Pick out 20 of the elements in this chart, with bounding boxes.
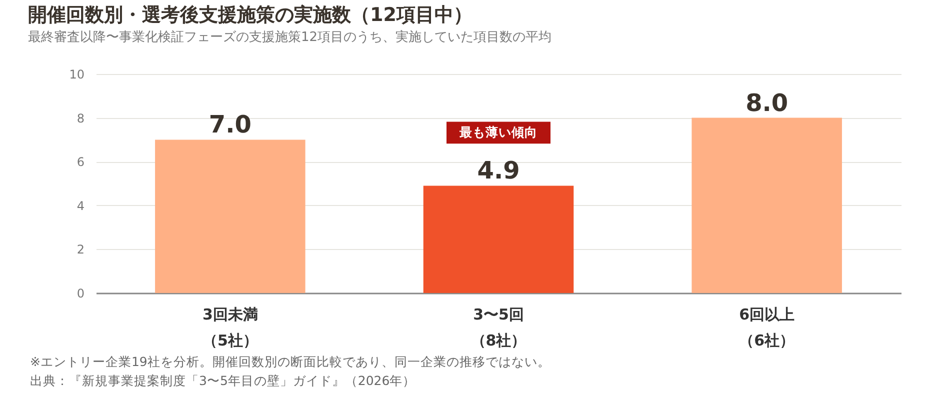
y-tick-label: 4 <box>76 198 84 213</box>
chart-title: 開催回数別・選考後支援施策の実施数（12項目中） <box>28 4 472 26</box>
bar <box>692 118 842 293</box>
x-tick-label: 3〜5回（8社） <box>470 306 526 350</box>
x-tick-label: 3回未満（5社） <box>202 306 258 350</box>
y-tick-label: 2 <box>76 242 84 257</box>
x-tick-label: 6回以上（6社） <box>739 306 795 350</box>
y-tick-label: 6 <box>76 155 84 170</box>
data-label: 7.0 <box>208 110 252 139</box>
y-tick-label: 10 <box>69 68 84 82</box>
bar <box>155 140 306 293</box>
annotation: 最も薄い傾向 <box>458 124 538 140</box>
data-label: 4.9 <box>477 156 520 185</box>
source-note: 出典：『新規事業提案制度「3〜5年目の壁」ガイド』（2026年） <box>30 372 417 390</box>
data-label: 8.0 <box>746 88 788 117</box>
chart-subtitle: 最終審査以降〜事業化検証フェーズの支援施策12項目のうち、実施していた項目数の平均 <box>28 29 552 45</box>
y-tick-label: 8 <box>76 111 84 126</box>
bar <box>423 186 574 293</box>
y-tick-label: 0 <box>76 286 84 300</box>
text: ※エントリー企業19社を分析。開催回数別の断面比較であり、同一企業の推移ではない。 <box>30 353 550 371</box>
